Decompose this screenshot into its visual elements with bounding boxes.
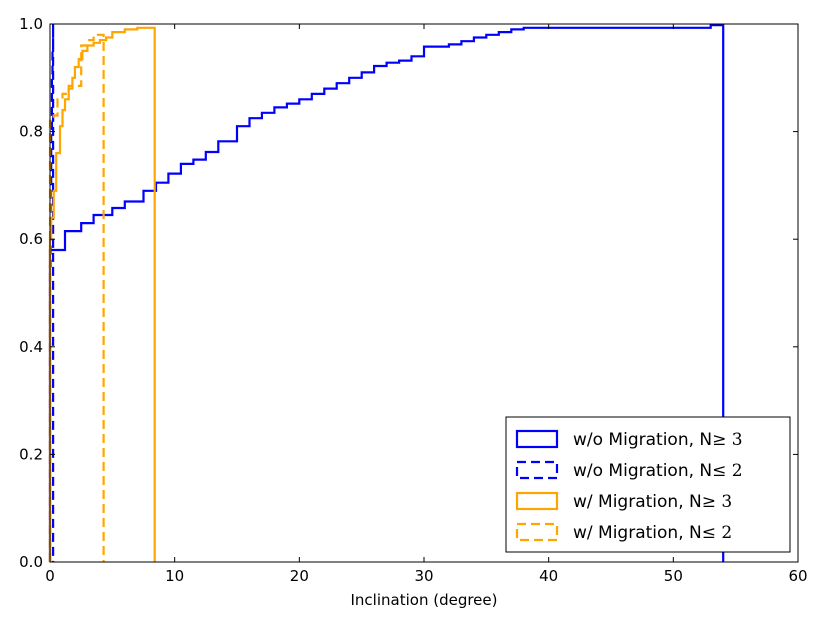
legend: w/o Migration, N≥ 3 w/o Migration, N≤ 2 w/… <box>505 416 791 553</box>
legend-swatch-2 <box>515 491 559 511</box>
legend-label-0: w/o Migration, N≥ 3 <box>573 430 743 450</box>
series-line-3 <box>48 33 105 562</box>
y-tick-label: 0.2 <box>19 445 43 463</box>
legend-swatch-0 <box>515 429 559 449</box>
legend-label-2: w/ Migration, N≥ 3 <box>573 492 732 512</box>
x-tick-label: 50 <box>664 567 683 585</box>
x-tick-label: 20 <box>290 567 309 585</box>
legend-label-1: w/o Migration, N≤ 2 <box>573 461 743 481</box>
y-tick-label: 0.4 <box>19 338 43 356</box>
axis-ticks: 0 10 20 30 40 50 60 0.0 0.2 0.4 0.6 0.8 1.0 <box>19 15 807 585</box>
legend-swatch-3 <box>515 522 559 542</box>
y-tick-label: 0.8 <box>19 123 43 141</box>
x-tick-label: 40 <box>539 567 558 585</box>
x-tick-label: 60 <box>788 567 807 585</box>
y-tick-label: 1.0 <box>19 15 43 33</box>
legend-swatch-1 <box>515 460 559 480</box>
series-line-0 <box>48 24 725 562</box>
x-axis-label: Inclination (degree) <box>351 591 498 609</box>
series-line-2 <box>48 26 156 562</box>
y-tick-label: 0.0 <box>19 553 43 571</box>
x-tick-label: 30 <box>414 567 433 585</box>
legend-label-3: w/ Migration, N≤ 2 <box>573 523 732 543</box>
y-tick-label: 0.6 <box>19 230 43 248</box>
plot-lines <box>48 24 725 562</box>
x-tick-label: 0 <box>45 567 55 585</box>
legend-frame <box>505 416 791 553</box>
x-tick-label: 10 <box>165 567 184 585</box>
